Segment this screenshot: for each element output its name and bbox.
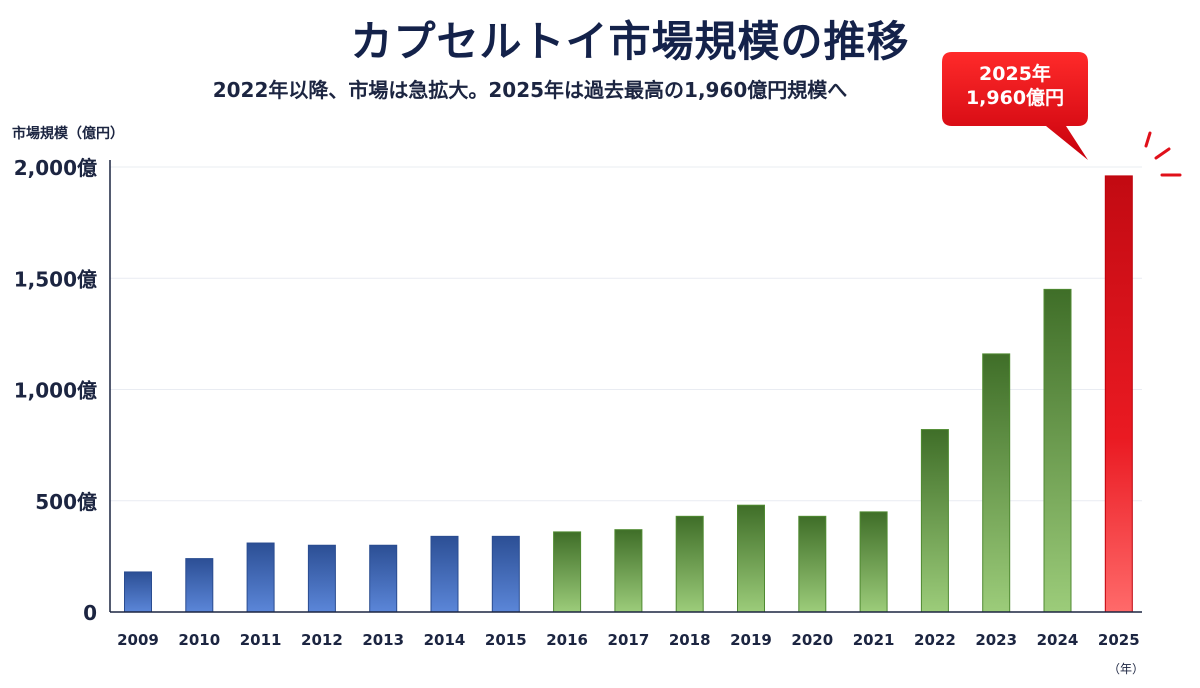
gridlines	[110, 166, 1142, 502]
y-axis-unit-label: 市場規模（億円）	[12, 126, 124, 142]
bar-2019	[737, 504, 765, 613]
bar-2016	[553, 531, 582, 613]
x-tick-label: 2010	[178, 631, 220, 649]
bar-2018	[675, 515, 704, 613]
y-tick-label: 2,000億	[14, 156, 97, 180]
x-tick-label: 2011	[240, 631, 282, 649]
bar-2015	[491, 535, 520, 613]
x-tick-label: 2018	[669, 631, 711, 649]
x-tick-label: 2013	[362, 631, 404, 649]
bar-2012	[307, 544, 336, 613]
bar-2022	[920, 429, 949, 613]
y-tick-label: 500億	[35, 490, 97, 514]
bar-2009	[124, 571, 152, 613]
bar-2017	[614, 529, 643, 613]
x-tick-label: 2021	[853, 631, 895, 649]
y-tick-label: 0	[83, 601, 97, 625]
x-tick-label: 2019	[730, 631, 772, 649]
x-tick-label: 2014	[424, 631, 466, 649]
x-tick-label: 2016	[546, 631, 588, 649]
x-tick-label: 2020	[791, 631, 833, 649]
x-tick-label: 2015	[485, 631, 527, 649]
x-tick-label: 2023	[975, 631, 1017, 649]
chart-subtitle: 2022年以降、市場は急拡大。2025年は過去最高の1,960億円規模へ	[212, 78, 848, 102]
bar-2013	[369, 544, 398, 613]
bar-2025	[1104, 175, 1133, 613]
x-axis-unit-label: （年）	[1108, 662, 1145, 676]
bars	[124, 175, 1133, 613]
x-tick-label: 2009	[117, 631, 159, 649]
y-tick-labels: 0 500億 1,000億 1,500億 2,000億	[14, 156, 97, 625]
bar-2023	[982, 353, 1011, 613]
bar-2024	[1043, 288, 1072, 613]
highlight-callout: 2025年 1,960億円	[942, 52, 1088, 160]
bar-2020	[798, 515, 827, 613]
bar-2014	[430, 535, 459, 613]
burst-lines	[1144, 131, 1182, 177]
bar-2011	[246, 542, 275, 613]
y-tick-label: 1,500億	[14, 267, 97, 291]
bar-2021	[859, 511, 888, 613]
x-tick-label: 2012	[301, 631, 343, 649]
bar-2010	[185, 558, 214, 613]
callout-year: 2025年	[979, 63, 1051, 85]
x-tick-label: 2024	[1037, 631, 1079, 649]
y-tick-label: 1,000億	[14, 379, 97, 403]
callout-value: 1,960億円	[965, 87, 1065, 109]
x-tick-labels: 2009 2010 2011 2012 2013 2014 2015 2016 2017 2018…	[117, 631, 1140, 649]
x-tick-label: 2025	[1098, 631, 1140, 649]
x-tick-label: 2022	[914, 631, 956, 649]
chart-title: カプセルトイ市場規模の推移	[350, 17, 910, 66]
x-tick-label: 2017	[608, 631, 650, 649]
